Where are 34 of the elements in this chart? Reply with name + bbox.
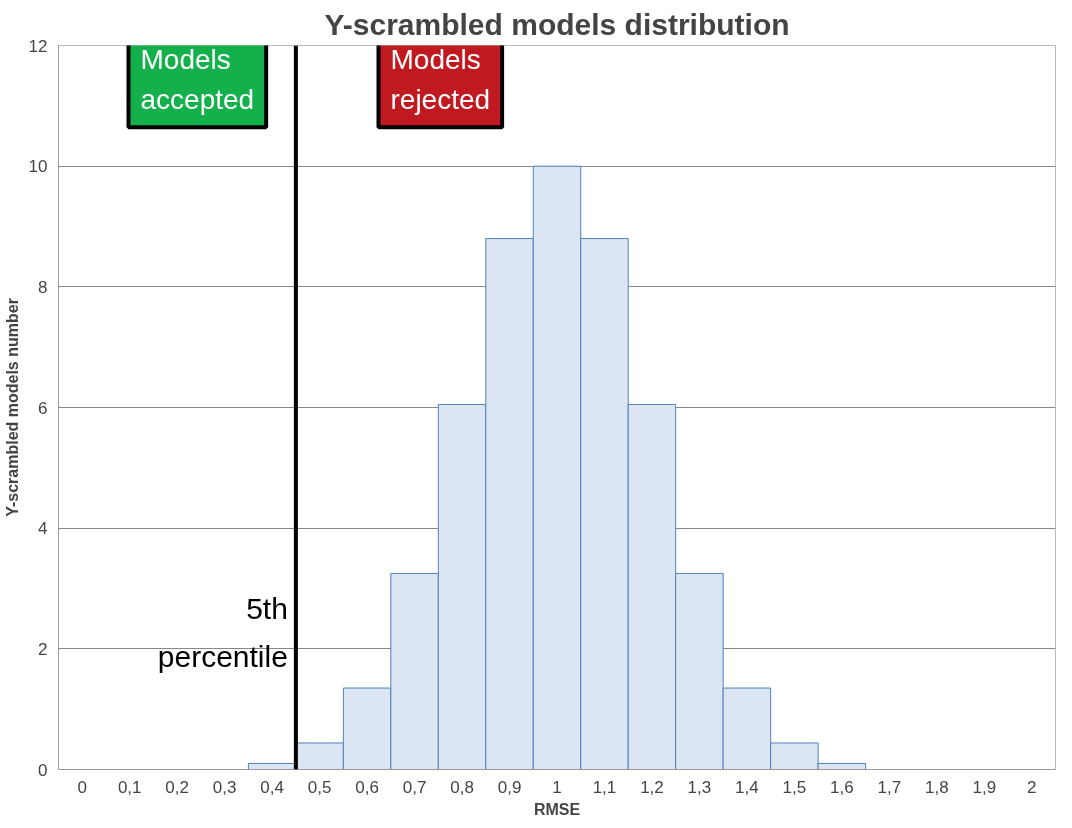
x-tick-label: 1,9 xyxy=(972,777,997,797)
x-tick-label: 1,4 xyxy=(735,777,759,797)
x-tick-label: 1,7 xyxy=(877,777,902,797)
x-tick-label: 0,8 xyxy=(450,777,474,797)
annotation: Models accepted xyxy=(140,43,255,116)
y-tick-label: 6 xyxy=(38,398,48,418)
x-tick-label: 0,6 xyxy=(355,777,379,797)
x-tick-label: 1,6 xyxy=(830,777,854,797)
x-tick-label: 0,2 xyxy=(165,777,190,797)
y-tick-label: 4 xyxy=(38,519,48,539)
y-tick-label: 12 xyxy=(28,36,48,56)
y-tick-label: 0 xyxy=(38,760,48,780)
x-tick-label: 0,1 xyxy=(117,777,142,797)
ref-line-label: 5th percentile xyxy=(157,591,288,673)
x-tick-label: 0,3 xyxy=(212,777,237,797)
x-tick-label: 0,9 xyxy=(497,777,522,797)
x-tick-label: 0 xyxy=(77,777,87,797)
x-tick-label: 1,8 xyxy=(924,777,949,797)
x-tick-label: 1,5 xyxy=(782,777,807,797)
y-tick-label: 2 xyxy=(38,639,48,659)
x-tick-label: 0,5 xyxy=(307,777,332,797)
x-tick-label: 1,3 xyxy=(687,777,712,797)
x-axis-title: RMSE xyxy=(533,800,581,818)
x-tick-label: 0,4 xyxy=(260,777,284,797)
annotation: Models rejected xyxy=(390,43,491,116)
y-tick-label: 10 xyxy=(28,157,48,177)
y-tick-label: 8 xyxy=(38,277,48,297)
y-axis-title: Y-scrambled models number xyxy=(3,298,21,517)
x-tick-label: 1,1 xyxy=(592,777,617,797)
x-tick-label: 1 xyxy=(552,777,562,797)
x-tick-label: 2 xyxy=(1027,777,1037,797)
x-tick-label: 1,2 xyxy=(640,777,664,797)
x-tick-label: 0,7 xyxy=(402,777,427,797)
chart-title: Y-scrambled models distribution xyxy=(324,7,790,41)
